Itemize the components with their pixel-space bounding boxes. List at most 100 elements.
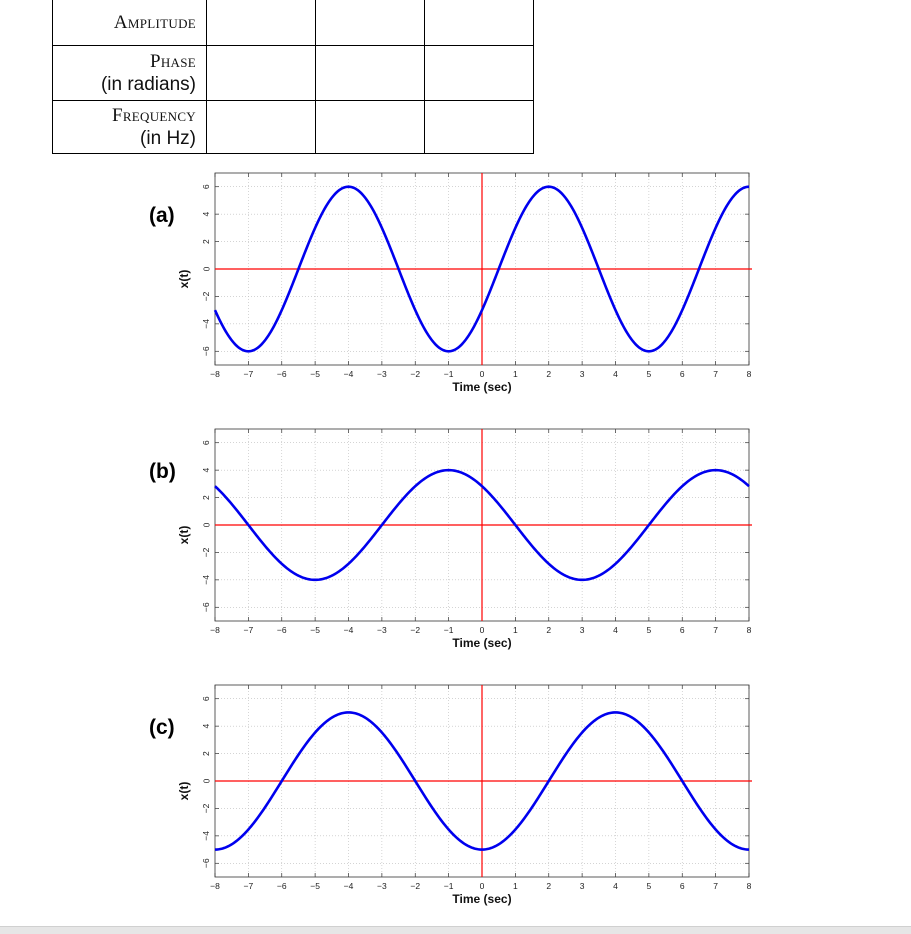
- x-tick-label: 5: [647, 625, 652, 635]
- x-tick-label: −4: [344, 625, 354, 635]
- x-tick-label: 8: [747, 881, 752, 891]
- y-axis-title: x(t): [177, 270, 191, 289]
- y-tick-label: 2: [201, 239, 211, 244]
- x-tick-label: 7: [713, 881, 718, 891]
- sinusoid-series: [214, 711, 750, 851]
- x-tick-label: 0: [480, 881, 485, 891]
- y-tick-label: 0: [201, 778, 211, 783]
- x-tick-label: 5: [647, 369, 652, 379]
- panel-label: (a): [149, 204, 175, 227]
- x-tick-label: 8: [747, 369, 752, 379]
- y-tick-label: 6: [201, 696, 211, 701]
- x-tick-label: 3: [580, 881, 585, 891]
- x-tick-label: −5: [310, 881, 320, 891]
- phase-label: Phase: [149, 51, 196, 72]
- x-tick-label: 7: [713, 625, 718, 635]
- amplitude-label-cell: Amplitude: [52, 0, 207, 46]
- x-tick-label: −1: [444, 369, 454, 379]
- x-tick-label: 3: [580, 369, 585, 379]
- y-tick-label: −4: [201, 831, 211, 841]
- x-tick-label: 6: [680, 881, 685, 891]
- y-tick-label: −2: [201, 291, 211, 301]
- x-tick-label: 2: [546, 881, 551, 891]
- y-tick-label: −6: [201, 602, 211, 612]
- y-tick-label: −4: [201, 319, 211, 329]
- x-tick-label: 4: [613, 625, 618, 635]
- x-tick-label: −6: [277, 881, 287, 891]
- x-tick-label: 1: [513, 625, 518, 635]
- y-tick-label: 0: [201, 266, 211, 271]
- y-tick-label: 2: [201, 495, 211, 500]
- phase-label-cell: Phase (in radians): [52, 45, 207, 101]
- frequency-blank-cell-1[interactable]: [206, 100, 316, 154]
- x-tick-label: −4: [344, 881, 354, 891]
- y-axis-title: x(t): [177, 526, 191, 545]
- y-tick-label: −2: [201, 803, 211, 813]
- x-tick-label: −1: [444, 881, 454, 891]
- amplitude-blank-cell-3[interactable]: [424, 0, 534, 46]
- phase-blank-cell-3[interactable]: [424, 45, 534, 101]
- frequency-label: Frequency: [111, 105, 196, 126]
- x-tick-label: −3: [377, 625, 387, 635]
- x-axis-title: Time (sec): [452, 636, 511, 650]
- x-tick-label: −7: [244, 881, 254, 891]
- x-tick-label: −8: [210, 625, 220, 635]
- x-tick-label: 7: [713, 369, 718, 379]
- x-tick-label: −7: [244, 625, 254, 635]
- y-tick-label: −6: [201, 346, 211, 356]
- table-row: Amplitude: [52, 0, 534, 46]
- y-tick-label: 4: [201, 468, 211, 473]
- sinusoid-series: [213, 185, 750, 353]
- x-tick-label: −6: [277, 625, 287, 635]
- x-tick-label: −8: [210, 881, 220, 891]
- chart-3: −8 −7 −6 −5 −4 −3 −2 −1 0 1 2 3 4 5 6 7 8 6 4 2 0 −2 −4 −6 Time …: [149, 684, 752, 906]
- x-tick-label: 0: [480, 369, 485, 379]
- y-tick-label: 2: [201, 751, 211, 756]
- x-tick-label: 4: [613, 369, 618, 379]
- x-tick-label: 6: [680, 369, 685, 379]
- x-tick-label: 2: [546, 369, 551, 379]
- y-tick-label: 6: [201, 184, 211, 189]
- x-tick-label: 8: [747, 625, 752, 635]
- y-tick-label: −2: [201, 547, 211, 557]
- x-tick-label: −3: [377, 881, 387, 891]
- bottom-scroll-bar: [0, 926, 911, 934]
- table-row: Frequency (in Hz): [52, 100, 534, 154]
- x-tick-label: 1: [513, 881, 518, 891]
- y-tick-label: 0: [201, 522, 211, 527]
- panel-label: (c): [149, 716, 175, 739]
- x-axis-title: Time (sec): [452, 380, 511, 394]
- x-tick-label: −3: [377, 369, 387, 379]
- frequency-blank-cell-2[interactable]: [315, 100, 425, 154]
- chart-2: −8 −7 −6 −5 −4 −3 −2 −1 0 1 2 3 4 5 6 7 8 6 4 2 0 −2 −4 −6 Time …: [149, 428, 752, 650]
- x-tick-label: −5: [310, 625, 320, 635]
- frequency-blank-cell-3[interactable]: [424, 100, 534, 154]
- chart-1: −8 −7 −6 −5 −4 −3 −2 −1 0 1 2 3 4 5 6 7 8 6 4 2 0 −2 −4 −6 Time …: [149, 172, 752, 394]
- y-tick-label: −4: [201, 575, 211, 585]
- sinusoid-series: [214, 468, 750, 582]
- x-tick-label: −8: [210, 369, 220, 379]
- x-tick-label: −5: [310, 369, 320, 379]
- panel-label: (b): [149, 460, 176, 483]
- x-tick-label: 3: [580, 625, 585, 635]
- y-tick-label: −6: [201, 858, 211, 868]
- phase-sublabel: (in radians): [100, 74, 196, 95]
- x-tick-label: −2: [410, 369, 420, 379]
- x-tick-label: −2: [410, 881, 420, 891]
- x-tick-label: −7: [244, 369, 254, 379]
- x-tick-label: −2: [410, 625, 420, 635]
- x-tick-label: 0: [480, 625, 485, 635]
- x-tick-label: 1: [513, 369, 518, 379]
- x-tick-label: −4: [344, 369, 354, 379]
- y-tick-label: 4: [201, 212, 211, 217]
- frequency-sublabel: (in Hz): [140, 128, 196, 149]
- x-axis-title: Time (sec): [452, 892, 511, 906]
- x-tick-label: 4: [613, 881, 618, 891]
- table-row: Phase (in radians): [52, 45, 534, 101]
- x-tick-label: −6: [277, 369, 287, 379]
- x-tick-label: 2: [546, 625, 551, 635]
- x-tick-label: 6: [680, 625, 685, 635]
- y-tick-label: 4: [201, 724, 211, 729]
